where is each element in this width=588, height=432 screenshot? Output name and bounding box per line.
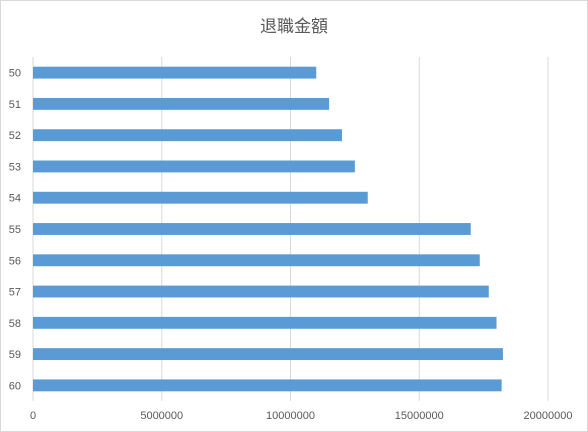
y-tick-label: 57 (9, 287, 21, 299)
bar-52 (33, 129, 342, 142)
y-tick-label: 56 (9, 255, 21, 267)
bar-59 (33, 348, 503, 361)
y-tick-label: 58 (9, 318, 21, 330)
bar-54 (33, 191, 368, 204)
bar-55 (33, 223, 471, 235)
bar-53 (33, 160, 355, 173)
bar-56 (33, 254, 480, 267)
y-tick-label: 60 (9, 380, 21, 392)
bar-60 (33, 379, 502, 392)
y-tick-label: 55 (9, 224, 21, 236)
y-tick-label: 50 (9, 68, 21, 80)
y-tick-label: 52 (9, 130, 21, 142)
x-tick-label: 0 (30, 410, 36, 422)
x-tick-label: 5000000 (140, 410, 183, 422)
chart-title: 退職金額 (260, 17, 328, 37)
bar-58 (33, 316, 497, 329)
y-tick-label: 53 (9, 161, 21, 173)
bar-57 (33, 285, 489, 298)
bar-51 (33, 97, 330, 110)
x-tick-label: 20000000 (524, 410, 573, 422)
y-tick-label: 54 (9, 193, 21, 205)
x-tick-label: 10000000 (266, 410, 315, 422)
y-tick-label: 59 (9, 349, 21, 361)
y-tick-label: 51 (9, 99, 21, 111)
bar-50 (33, 66, 317, 79)
x-tick-label: 15000000 (395, 410, 444, 422)
